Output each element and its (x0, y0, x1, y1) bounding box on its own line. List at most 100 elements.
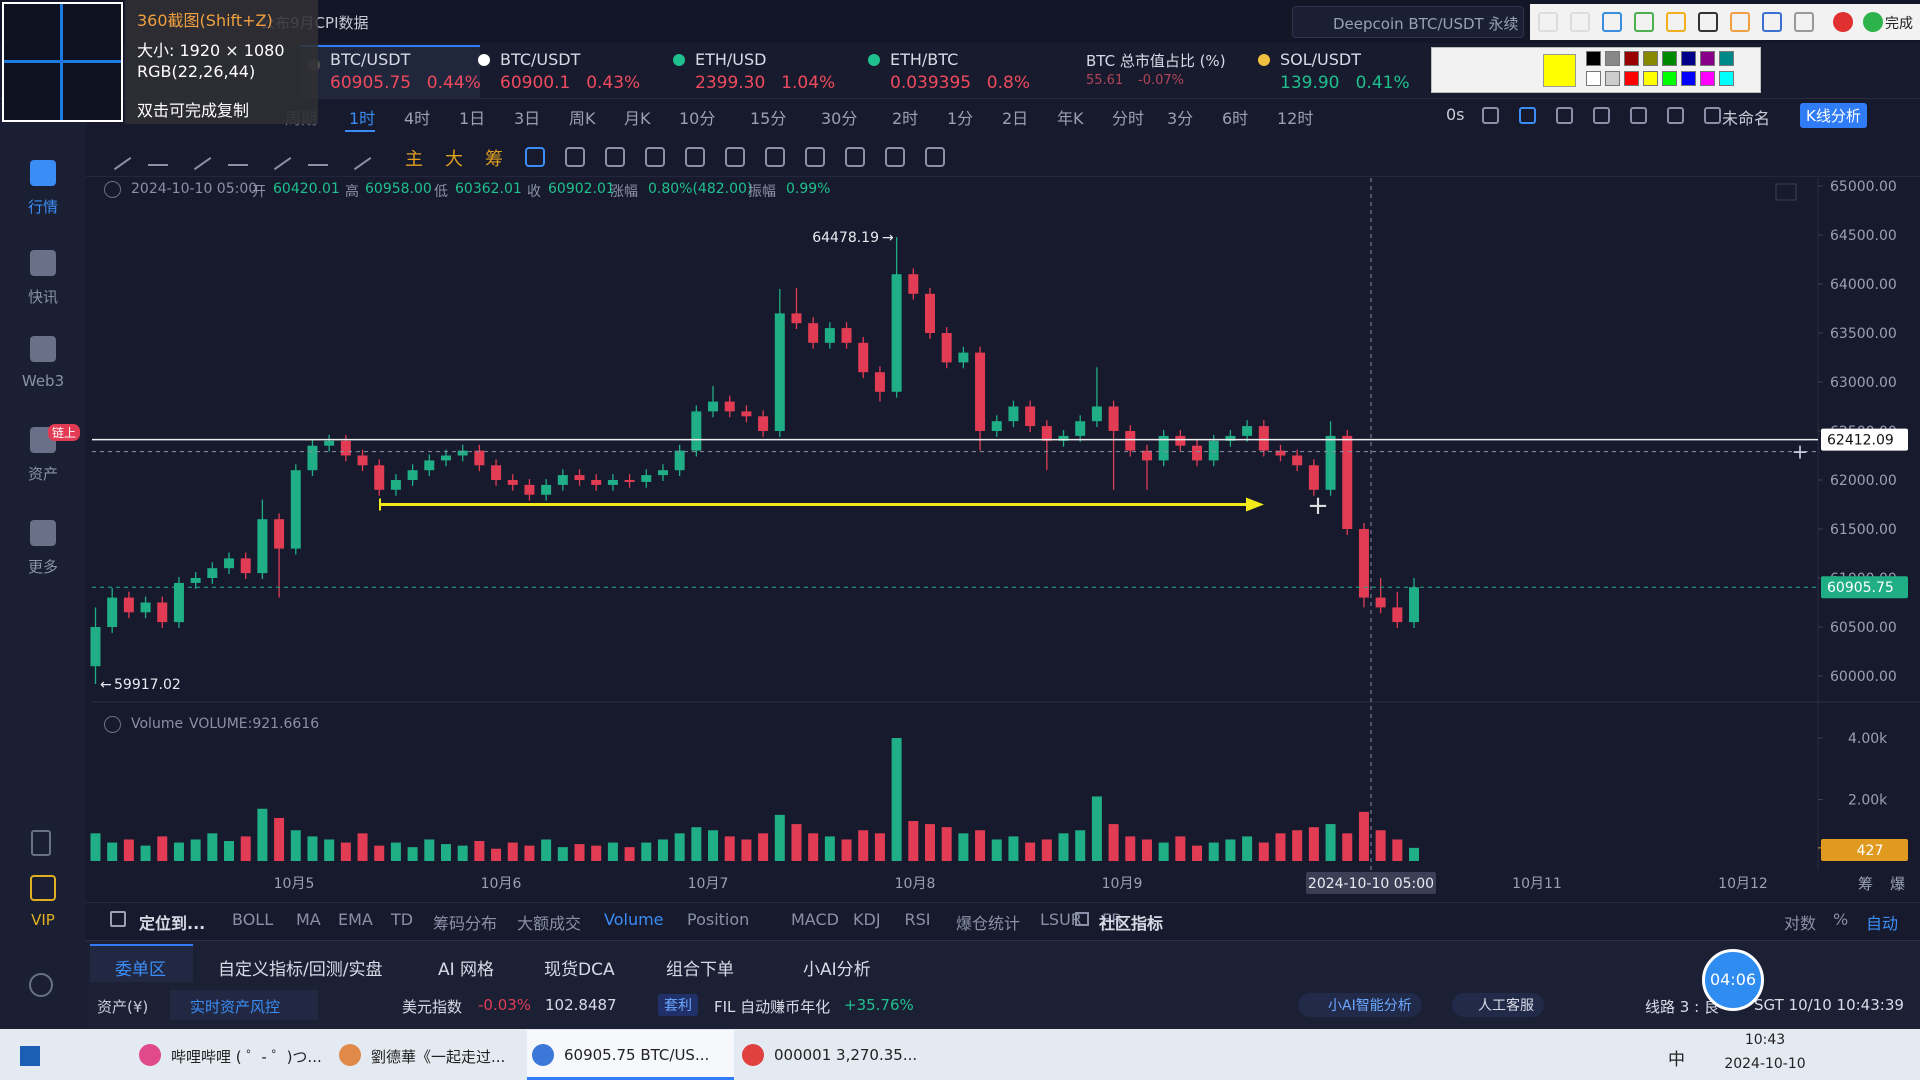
sidebar-label[interactable]: 快讯 (27, 288, 58, 306)
bottom-tab[interactable]: AI 网格 (438, 960, 495, 980)
sidebar-label[interactable]: 更多 (27, 558, 58, 576)
bottom-tab[interactable]: 小AI分析 (803, 960, 871, 980)
locate[interactable]: 定位到... (139, 914, 206, 933)
annotation-tool[interactable] (1730, 12, 1750, 32)
palette-swatch[interactable] (1624, 71, 1639, 86)
period-item[interactable]: 1分 (947, 109, 974, 128)
sidebar-icon[interactable] (31, 830, 51, 856)
indicator[interactable]: 爆仓统计 (956, 914, 1021, 933)
annotation-tool[interactable] (1634, 12, 1654, 32)
period-item[interactable]: 15分 (750, 109, 787, 128)
period-item[interactable]: 30分 (821, 109, 858, 128)
period-item[interactable]: 10分 (679, 109, 716, 128)
tab-price[interactable]: 0.039395 (890, 73, 972, 93)
toolbar-icon[interactable] (1630, 107, 1647, 124)
period-item[interactable]: 分时 (1112, 109, 1145, 128)
period-item[interactable]: 1日 (459, 109, 486, 128)
tab-change[interactable]: -0.07% (1138, 73, 1184, 88)
tab-change[interactable]: 0.41% (1355, 73, 1410, 93)
indicator[interactable]: EMA (338, 910, 373, 929)
toolbar-icon[interactable] (1593, 107, 1610, 124)
annotation-close[interactable] (1833, 12, 1853, 32)
draw-tool-text[interactable]: 筹 (485, 149, 503, 170)
draw-tool[interactable] (845, 147, 865, 167)
period-item[interactable]: 3日 (514, 109, 541, 128)
status-risk[interactable]: 实时资产风控 (190, 998, 281, 1016)
indicator[interactable]: MACD (791, 910, 839, 929)
status-service[interactable]: 人工客服 (1452, 993, 1544, 1017)
taskbar-app-icon[interactable] (339, 1044, 361, 1066)
axis-mode[interactable]: 自动 (1866, 914, 1899, 933)
draw-tool[interactable] (308, 148, 328, 166)
draw-tool[interactable] (685, 147, 705, 167)
status-ai[interactable]: 小AI智能分析 (1298, 993, 1422, 1017)
draw-tool-text[interactable]: 大 (445, 149, 463, 170)
sidebar-label[interactable]: Web3 (21, 372, 65, 390)
palette-swatch[interactable] (1662, 51, 1677, 66)
tab-name[interactable]: ETH/USD (695, 50, 767, 69)
taskbar-app-icon[interactable] (742, 1044, 764, 1066)
draw-tool[interactable] (605, 147, 625, 167)
tab-name[interactable]: SOL/USDT (1280, 50, 1362, 69)
toolbar-icon[interactable] (1482, 107, 1499, 124)
indicator[interactable]: BOLL (232, 910, 274, 929)
taskbar-app-icon[interactable] (532, 1044, 554, 1066)
tab-price[interactable]: 60905.75 (330, 73, 412, 93)
sidebar-icon[interactable] (29, 973, 53, 997)
taskbar-app[interactable]: 60905.75 BTC/US... (564, 1046, 710, 1064)
indicator[interactable]: 大额成交 (517, 914, 582, 933)
draw-tool[interactable] (148, 148, 168, 166)
timer[interactable]: 04:06 (1702, 949, 1764, 1011)
annotation-tool[interactable] (1570, 12, 1590, 32)
palette-swatch[interactable] (1719, 51, 1734, 66)
period-item[interactable]: 2日 (1002, 109, 1029, 128)
toolbar-icon[interactable] (1704, 107, 1721, 124)
draw-tool[interactable] (805, 147, 825, 167)
annotation-tool[interactable] (1538, 12, 1558, 32)
collapse-icon[interactable] (104, 181, 121, 198)
palette-swatch[interactable] (1586, 71, 1601, 86)
period-item[interactable]: 年K (1057, 109, 1084, 128)
bottom-tab[interactable]: 自定义指标/回测/实盘 (218, 960, 383, 980)
indicator[interactable]: LSUR (1040, 910, 1082, 929)
period-item[interactable]: 4时 (404, 109, 431, 128)
tab-change[interactable]: 1.04% (781, 73, 836, 93)
palette-swatch[interactable] (1605, 51, 1620, 66)
annotation-done-icon[interactable] (1863, 12, 1883, 32)
annotation-tool[interactable] (1666, 12, 1686, 32)
period-item[interactable]: 6时 (1222, 109, 1249, 128)
taskbar-clock[interactable]: 10:43 (1744, 1032, 1786, 1048)
palette-swatch[interactable] (1605, 71, 1620, 86)
palette-swatch[interactable] (1662, 71, 1677, 86)
tab-change[interactable]: 0.43% (586, 73, 641, 93)
start-button[interactable] (20, 1046, 40, 1066)
annotation-tool[interactable] (1698, 12, 1718, 32)
palette-swatch[interactable] (1681, 51, 1696, 66)
draw-tool[interactable] (925, 147, 945, 167)
draw-tool[interactable] (725, 147, 745, 167)
tab-price[interactable]: 2399.30 (695, 73, 766, 93)
palette-swatch[interactable] (1700, 71, 1715, 86)
sidebar-label[interactable]: 行情 (27, 198, 58, 216)
period-item[interactable]: 12时 (1277, 109, 1314, 128)
axis-mode[interactable]: % (1833, 910, 1849, 929)
annotation-tool[interactable] (1762, 12, 1782, 32)
taskbar-app[interactable]: 000001 3,270.35... (774, 1046, 918, 1064)
indicator[interactable]: KDJ (853, 910, 881, 929)
palette-swatch[interactable] (1586, 51, 1601, 66)
period-item[interactable]: 3分 (1167, 109, 1194, 128)
tab-name[interactable]: ETH/BTC (890, 50, 959, 69)
sidebar-icon[interactable] (30, 160, 56, 186)
bottom-tab[interactable]: 委单区 (115, 960, 166, 980)
tab-name[interactable]: BTC/USDT (330, 50, 411, 69)
kline-analysis[interactable]: K线分析 (1800, 103, 1867, 128)
period-item[interactable]: 月K (624, 109, 651, 128)
bottom-tab[interactable]: 现货DCA (544, 960, 615, 980)
annotation-done[interactable]: 完成 (1885, 16, 1913, 32)
tab-name[interactable]: BTC/USDT (500, 50, 581, 69)
tab-price[interactable]: 55.61 (1086, 73, 1124, 88)
tab-name[interactable]: BTC 总市值占比 (%) (1086, 52, 1226, 70)
palette-swatch[interactable] (1624, 51, 1639, 66)
status-fil[interactable]: FIL 自动赚币年化 (714, 998, 831, 1016)
annotation-tool[interactable] (1602, 12, 1622, 32)
